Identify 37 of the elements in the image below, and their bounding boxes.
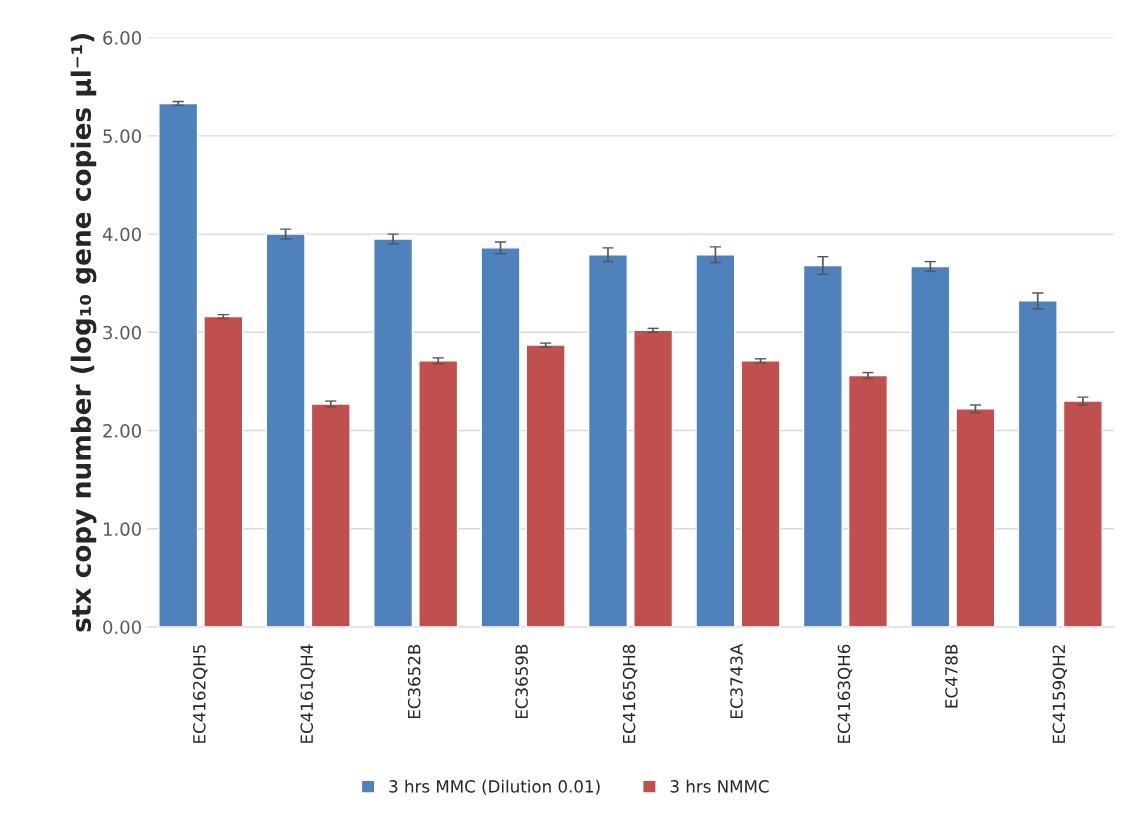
x-tick-label: EC4163QH6 bbox=[837, 644, 853, 743]
bar bbox=[633, 329, 674, 627]
x-tick-label: EC4159QH2 bbox=[1052, 645, 1068, 743]
y-tick-label: 5.00 bbox=[103, 129, 141, 143]
x-tick-label: EC3652B bbox=[407, 644, 421, 719]
y-tick-label: 3.00 bbox=[103, 325, 141, 340]
bar bbox=[373, 238, 414, 627]
bar bbox=[203, 315, 244, 627]
y-tick-label: 2.00 bbox=[103, 424, 141, 438]
y-axis-title: stx copy number (log₁₀ gene copies µl⁻¹) bbox=[70, 33, 97, 632]
bar bbox=[265, 233, 306, 627]
x-tick-label: EC3743A bbox=[730, 643, 743, 719]
y-tick-label: 1.00 bbox=[103, 522, 141, 536]
bar bbox=[1017, 300, 1058, 627]
x-tick-label: EC4161QH4 bbox=[300, 644, 315, 743]
bar bbox=[955, 408, 996, 627]
bar bbox=[418, 360, 459, 627]
bar bbox=[525, 344, 566, 627]
bar bbox=[1062, 400, 1103, 627]
y-tick-label: 6.00 bbox=[103, 31, 141, 45]
bar bbox=[847, 374, 889, 627]
bar bbox=[740, 360, 781, 627]
y-tick-label: 0.00 bbox=[103, 620, 141, 635]
legend-label: 3 hrs NMMC bbox=[670, 779, 769, 793]
bar bbox=[310, 403, 351, 627]
y-tick-label: 4.00 bbox=[102, 227, 141, 242]
legend-label: 3 hrs MMC (Dilution 0.01) bbox=[389, 779, 600, 795]
x-tick-label: EC4165QH8 bbox=[622, 644, 638, 743]
bar bbox=[910, 265, 951, 627]
bar bbox=[480, 247, 521, 627]
bar bbox=[158, 102, 199, 627]
x-tick-label: EC4162QH5 bbox=[192, 645, 208, 743]
bar bbox=[695, 254, 736, 627]
bar bbox=[802, 264, 843, 627]
x-tick-label: EC3659B bbox=[515, 644, 528, 719]
x-tick-label: EC478B bbox=[945, 644, 958, 708]
bar bbox=[587, 254, 629, 627]
